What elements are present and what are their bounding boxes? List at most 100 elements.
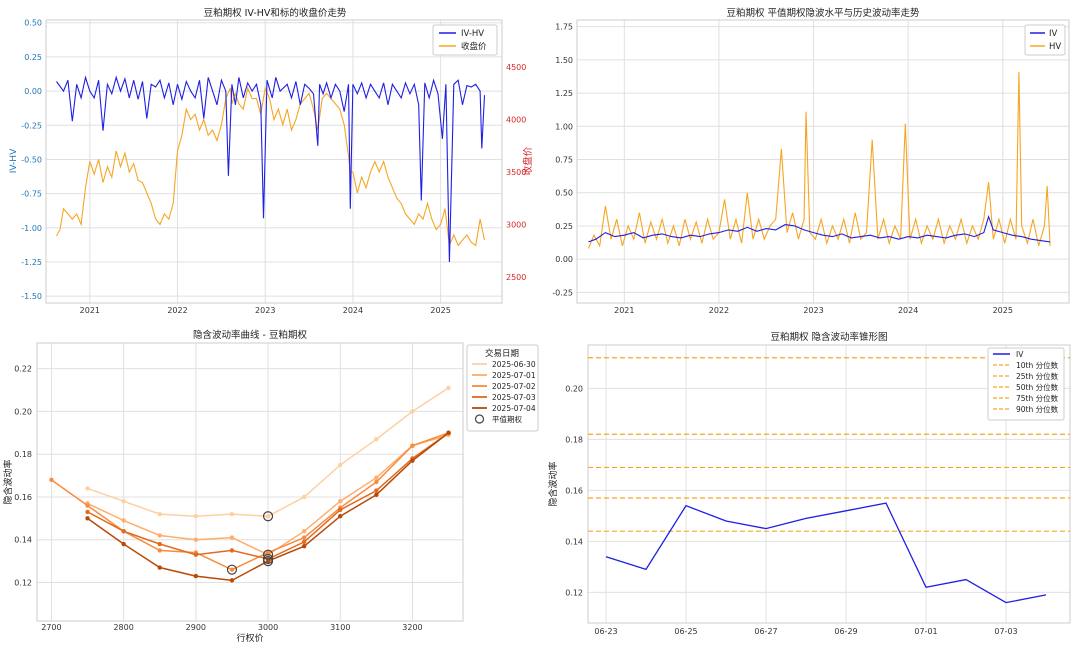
chart-smile: 隐含波动率曲线 - 豆粕期权 2700 2800 2900 3000 3100 3200 0… (2, 329, 539, 644)
smile-point (193, 573, 199, 579)
legend-label-ivhv: IV-HV (461, 29, 484, 39)
legend: 交易日期 2025-06-30 2025-07-01 2025-07-02 2025-… (466, 344, 539, 432)
y-tick-label: 0.18 (565, 435, 583, 444)
smile-point (374, 479, 379, 485)
legend-label-hv: HV (1049, 42, 1061, 52)
y-tick-label-right: 3500 (506, 168, 526, 177)
y-axis-label: 隐含波动率 (547, 461, 559, 506)
legend-label: 2025-07-04 (492, 404, 536, 413)
x-tick-label: 2022 (167, 306, 187, 315)
plot-frame (587, 344, 1071, 624)
smile-point (229, 511, 235, 517)
x-tick-label: 07-01 (914, 627, 937, 636)
y-tick-label: 0.00 (555, 255, 573, 264)
y-tick-label: 1.00 (555, 122, 573, 131)
iv-hv-line (56, 75, 486, 263)
smile-point (121, 528, 126, 534)
smile-point (410, 458, 415, 463)
chart-panel-ivhv: 豆粕期权 IV-HV和标的收盘价走势 2021 2022 2023 2024 2025 0… (0, 0, 540, 323)
legend-label-percentile: 75th 分位数 (1016, 393, 1059, 403)
legend-label: 2025-06-30 (492, 360, 536, 369)
smile-point (301, 543, 307, 549)
smile-point (157, 511, 162, 517)
hv-line (587, 71, 1051, 249)
y-tick-label-left: -0.50 (21, 155, 42, 164)
legend: IV HV (1024, 24, 1066, 56)
atm-marker (226, 564, 238, 575)
smile-point (85, 486, 90, 491)
legend-label-close: 收盘价 (461, 41, 487, 52)
legend-label-iv: IV (1016, 350, 1024, 359)
smile-point (338, 514, 343, 519)
plot-frame (36, 342, 464, 622)
legend-label-percentile: 10th 分位数 (1016, 360, 1059, 370)
plot-frame (576, 19, 1070, 304)
y-tick-label-right: 2500 (506, 273, 526, 282)
y-tick-label-right: 4000 (506, 116, 526, 125)
y-tick-label-left: -1.00 (21, 224, 42, 233)
smile-point (229, 567, 235, 572)
y-tick-label: -0.25 (552, 288, 573, 297)
smile-point (374, 492, 379, 498)
y-tick-label: 0.75 (555, 156, 573, 165)
grid (577, 20, 1069, 303)
y-tick-label: 0.16 (565, 486, 583, 495)
legend-label-percentile: 90th 分位数 (1016, 404, 1059, 414)
grid (46, 20, 502, 303)
smile-point (85, 509, 90, 515)
y-tick-label-right: 4500 (506, 63, 526, 72)
y-tick-label-left: -1.25 (21, 258, 42, 267)
grid (588, 345, 1070, 623)
smile-point (229, 548, 235, 553)
smile-point (265, 514, 271, 519)
smile-point (193, 552, 199, 557)
smile-point (229, 578, 235, 583)
iv-line (588, 214, 1051, 243)
x-tick-label: 2700 (41, 623, 61, 632)
y-tick-label-left: 0.25 (24, 53, 42, 62)
y-tick-label-left: 0.50 (24, 19, 42, 28)
smile-point (410, 443, 415, 448)
y-tick-label-right: 3000 (506, 220, 526, 229)
x-tick-label: 2800 (113, 623, 133, 632)
smile-point (446, 385, 451, 391)
x-tick-label: 07-03 (994, 627, 1017, 636)
smile-point (446, 430, 451, 436)
legend: IV-HV 收盘价 (432, 24, 498, 56)
atm-marker (262, 511, 274, 522)
y-axis-label: 隐含波动率 (2, 459, 14, 504)
x-axis-label: 行权价 (236, 632, 263, 644)
x-tick-label: 2900 (186, 623, 206, 632)
y-axis-label-right: 收盘价 (522, 146, 534, 175)
plot-frame (45, 19, 503, 304)
smile-point (229, 535, 235, 540)
y-tick-label: 1.25 (555, 89, 573, 98)
smile-point (374, 437, 379, 442)
y-tick-label-left: -0.25 (21, 121, 42, 130)
iv-line (605, 502, 1047, 604)
x-tick-label: 3200 (402, 623, 422, 632)
smile-point (157, 541, 162, 547)
y-tick-label: 0.50 (555, 189, 573, 198)
close-price-line (56, 86, 486, 248)
y-axis-label-left: IV-HV (9, 148, 19, 173)
x-tick-label: 2021 (80, 306, 100, 315)
y-tick-label: 1.75 (555, 23, 573, 32)
smile-point (301, 528, 307, 534)
smile-point (85, 516, 90, 521)
smile-point (301, 535, 307, 540)
smile-point (157, 565, 162, 570)
chart-panel-cone: 豆粕期权 隐含波动率锥形图 06-23 06-25 06-27 06-29 07-01 0… (540, 323, 1080, 646)
legend-label-atm: 平值期权 (492, 414, 522, 424)
legend-label: 2025-07-03 (492, 393, 536, 402)
x-tick-label: 2023 (803, 306, 823, 315)
y-tick-label: 0.20 (565, 384, 583, 393)
legend-label-percentile: 25th 分位数 (1016, 371, 1059, 381)
y-tick-label: 0.18 (14, 450, 32, 459)
y-tick-label-left: -1.50 (21, 292, 42, 301)
chart-title: 豆粕期权 IV-HV和标的收盘价走势 (204, 7, 347, 19)
y-tick-label-left: 0.00 (24, 87, 42, 96)
x-tick-label: 2025 (993, 306, 1013, 315)
x-tick-label: 2025 (430, 306, 450, 315)
